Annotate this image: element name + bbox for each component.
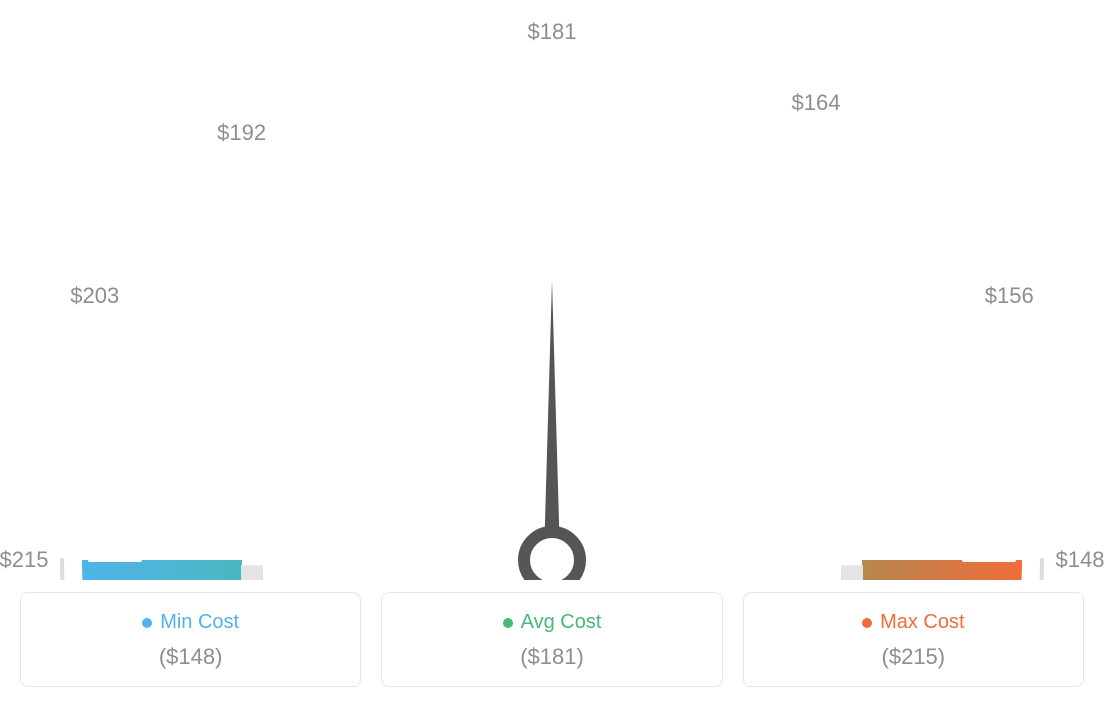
legend-label-min: Min Cost bbox=[160, 611, 239, 634]
gauge-svg bbox=[20, 20, 1084, 580]
legend-card-min: Min Cost ($148) bbox=[20, 592, 361, 687]
gauge-tick-label: $215 bbox=[0, 547, 48, 573]
legend-value-avg: ($181) bbox=[392, 644, 711, 670]
legend-value-max: ($215) bbox=[754, 644, 1073, 670]
gauge-chart-container: $148$156$164$181$192$203$215 Min Cost ($… bbox=[20, 20, 1084, 687]
legend-title-max: Max Cost bbox=[862, 611, 964, 634]
legend-value-min: ($148) bbox=[31, 644, 350, 670]
gauge-tick-label: $181 bbox=[528, 19, 577, 45]
gauge-tick-label: $203 bbox=[70, 283, 119, 309]
gauge-tick-label: $156 bbox=[985, 283, 1034, 309]
legend-card-max: Max Cost ($215) bbox=[743, 592, 1084, 687]
gauge-tick-label: $164 bbox=[792, 90, 841, 116]
dot-icon bbox=[503, 618, 513, 628]
legend-row: Min Cost ($148) Avg Cost ($181) Max Cost… bbox=[20, 592, 1084, 687]
gauge-area: $148$156$164$181$192$203$215 bbox=[20, 20, 1084, 580]
dot-icon bbox=[862, 618, 872, 628]
legend-card-avg: Avg Cost ($181) bbox=[381, 592, 722, 687]
dot-icon bbox=[142, 618, 152, 628]
legend-title-min: Min Cost bbox=[142, 611, 239, 634]
legend-label-avg: Avg Cost bbox=[521, 611, 602, 634]
legend-label-max: Max Cost bbox=[880, 611, 964, 634]
legend-title-avg: Avg Cost bbox=[503, 611, 602, 634]
gauge-tick-label: $192 bbox=[217, 120, 266, 146]
gauge-tick-label: $148 bbox=[1056, 547, 1104, 573]
